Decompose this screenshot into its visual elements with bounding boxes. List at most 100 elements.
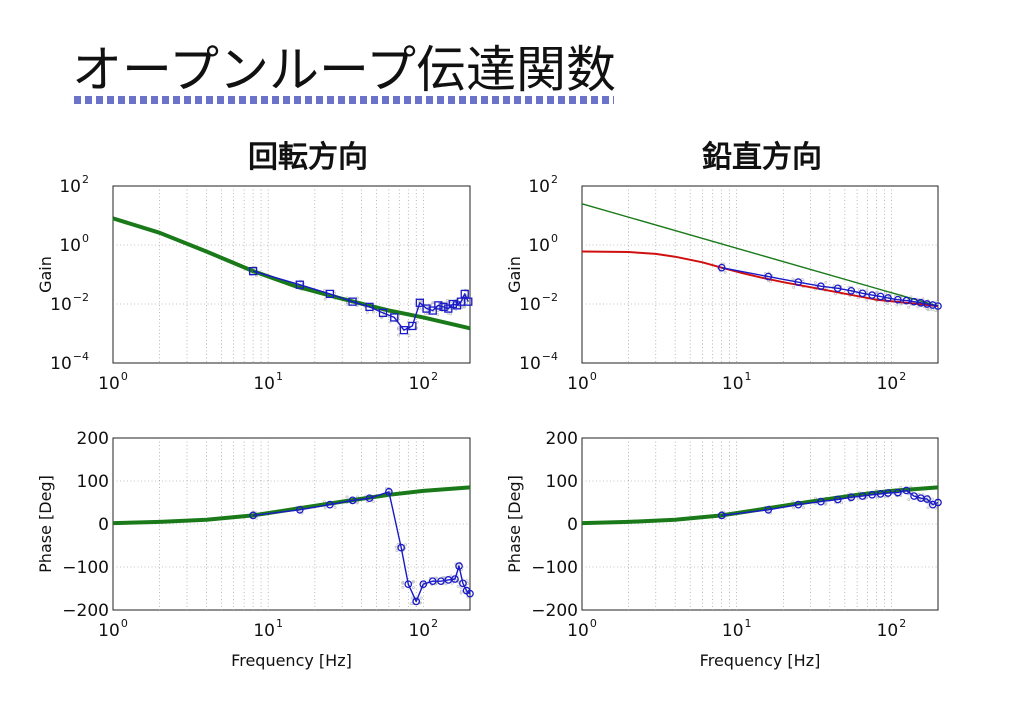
rotation-phase-raw-point	[404, 543, 407, 547]
vertical-phase-axes-box	[581, 437, 939, 611]
rotation-gain-data-point	[448, 299, 457, 309]
vertical-phase-data-point	[794, 500, 803, 509]
heading-rotation: 回転方向	[248, 140, 368, 175]
rotation-phase-data-point	[437, 577, 445, 586]
vertical-gain-data-point	[884, 294, 892, 302]
vertical-phase-y-axis-label: Phase [Deg]	[505, 475, 524, 573]
rotation-phase-raw-point	[323, 506, 327, 510]
vertical-gain-x-tick-exp: 1	[745, 370, 752, 383]
rotation-gain-x-tick-label: 100	[98, 370, 128, 394]
rotation-gain-x-tick-exp: 0	[121, 370, 128, 383]
rotation-gain-fit-line	[112, 216, 471, 331]
vertical-gain-raw-point	[858, 288, 861, 292]
rotation-phase-x-axis-label: Frequency [Hz]	[231, 651, 352, 670]
rotation-phase-raw-point	[449, 574, 453, 578]
rotation-phase-data-point	[365, 494, 374, 503]
rotation-phase-data-point	[249, 511, 257, 520]
rotation-phase-raw-point	[459, 591, 463, 595]
vertical-gain-raw-point	[916, 305, 920, 309]
rotation-gain-data-point	[439, 302, 448, 312]
rotation-phase-raw-point	[402, 548, 405, 552]
vertical-phase-data-point	[934, 498, 942, 507]
rotation-phase-y-axis-label: Phase [Deg]	[36, 475, 55, 573]
rotation-gain-data-point	[390, 313, 399, 322]
vertical-phase-raw-point	[926, 506, 930, 510]
rotation-gain-y-tick-label: 10−4	[50, 350, 89, 374]
rotation-phase-data-point	[295, 505, 304, 514]
vertical-gain-y-tick-label: 10−4	[519, 350, 558, 374]
rotation-phase-y-tick-label: −200	[62, 601, 109, 621]
rotation-gain-raw-point	[431, 301, 435, 305]
vertical-phase-x-tick-exp: 0	[590, 617, 597, 630]
rotation-gain-raw-point	[397, 326, 400, 330]
rotation-gain-raw-point	[388, 320, 392, 324]
rotation-phase-raw-point	[412, 586, 415, 589]
rotation-gain-raw-point	[449, 312, 453, 316]
rotation-gain-raw-point	[371, 310, 375, 314]
vertical-phase-y-tick-label: 0	[567, 515, 578, 535]
vertical-phase-y-tick-label: 100	[546, 472, 578, 492]
rotation-gain-axes-box	[112, 185, 471, 364]
vertical-phase-data-point	[764, 505, 773, 514]
vertical-gain-y-tick-label: 100	[528, 232, 558, 256]
vertical-phase-data-point	[817, 497, 825, 506]
vertical-gain-measured-line	[721, 267, 939, 307]
rotation-phase-raw-point	[394, 545, 398, 549]
vertical-phase-raw-point	[931, 497, 934, 501]
vertical-gain-data-point	[764, 272, 773, 281]
rotation-phase-y-tick-label: 0	[98, 515, 109, 535]
rotation-phase-data-point	[455, 562, 463, 570]
rotation-phase-raw-point	[465, 579, 469, 583]
vertical-phase-data-point	[868, 490, 876, 499]
vertical-gain-y-tick-label: 102	[528, 173, 558, 197]
vertical-phase-data-point	[884, 489, 892, 497]
vertical-gain-data-point	[717, 263, 726, 272]
rotation-phase-raw-point	[333, 506, 337, 509]
rotation-gain-data-point	[408, 321, 417, 331]
vertical-phase-y-tick-label: −100	[531, 558, 578, 578]
rotation-phase-y-tick-label: 200	[77, 429, 109, 449]
vertical-phase-data-point	[717, 511, 726, 520]
vertical-gain-fit-line	[581, 203, 939, 307]
vertical-gain-data-point	[794, 278, 803, 287]
rotation-phase-y-tick-label: −100	[62, 558, 109, 578]
rotation-gain-y-tick-label: 102	[59, 173, 89, 197]
vertical-gain-raw-point	[928, 307, 931, 311]
vertical-gain-raw-point	[865, 288, 869, 292]
rotation-gain-x-tick-exp: 1	[276, 370, 283, 383]
rotation-gain-data-point	[365, 302, 374, 312]
vertical-phase-x-axis-label: Frequency [Hz]	[700, 651, 821, 670]
rotation-phase-raw-point	[395, 549, 399, 552]
rotation-gain-y-axis-label: Gain	[36, 256, 55, 293]
rotation-gain-x-tick-exp: 2	[431, 370, 438, 383]
rotation-gain-y-tick-exp: −2	[73, 291, 89, 304]
vertical-gain-x-tick-label: 101	[722, 370, 752, 394]
vertical-gain-raw-point	[865, 298, 869, 302]
vertical-gain-raw-point	[723, 270, 727, 274]
rotation-phase-data-point	[348, 496, 357, 505]
rotation-gain-raw-point	[323, 297, 327, 301]
rotation-phase-raw-point	[409, 602, 413, 606]
rotation-phase-data-point	[451, 575, 459, 583]
vertical-phase-raw-point	[840, 501, 844, 505]
vertical-gain-data-point	[847, 286, 856, 295]
slide-title: オープンループ伝達関数	[72, 41, 616, 99]
rotation-gain-raw-point	[397, 333, 400, 337]
rotation-gain-y-tick-exp: −4	[73, 350, 89, 363]
rotation-phase-data-point	[466, 589, 474, 598]
heading-vertical: 鉛直方向	[702, 140, 822, 175]
rotation-phase-data-point	[385, 487, 393, 496]
vertical-gain-y-tick-exp: 2	[551, 173, 558, 186]
vertical-phase-data-point	[833, 495, 842, 504]
vertical-phase-measured-line	[721, 489, 939, 517]
rotation-gain-data-point	[428, 306, 437, 315]
vertical-gain-y-tick-exp: −4	[542, 350, 558, 363]
rotation-phase-raw-point	[456, 585, 460, 588]
rotation-gain-raw-point	[407, 334, 411, 337]
rotation-gain-data-point	[325, 289, 335, 299]
vertical-gain-data-point	[868, 291, 876, 299]
rotation-gain-data-point	[295, 280, 304, 289]
rotation-gain-data-point	[444, 304, 453, 313]
